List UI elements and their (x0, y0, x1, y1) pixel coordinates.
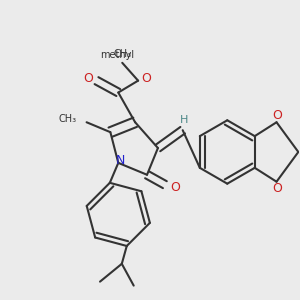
Text: CH₃: CH₃ (58, 114, 77, 124)
Text: CH₃: CH₃ (113, 49, 131, 59)
Text: H: H (179, 115, 188, 125)
Text: O: O (273, 109, 283, 122)
Text: O: O (141, 72, 151, 85)
Text: N: N (116, 154, 125, 167)
Text: methyl: methyl (100, 50, 134, 60)
Text: O: O (273, 182, 283, 195)
Text: O: O (170, 181, 180, 194)
Text: O: O (84, 72, 94, 85)
